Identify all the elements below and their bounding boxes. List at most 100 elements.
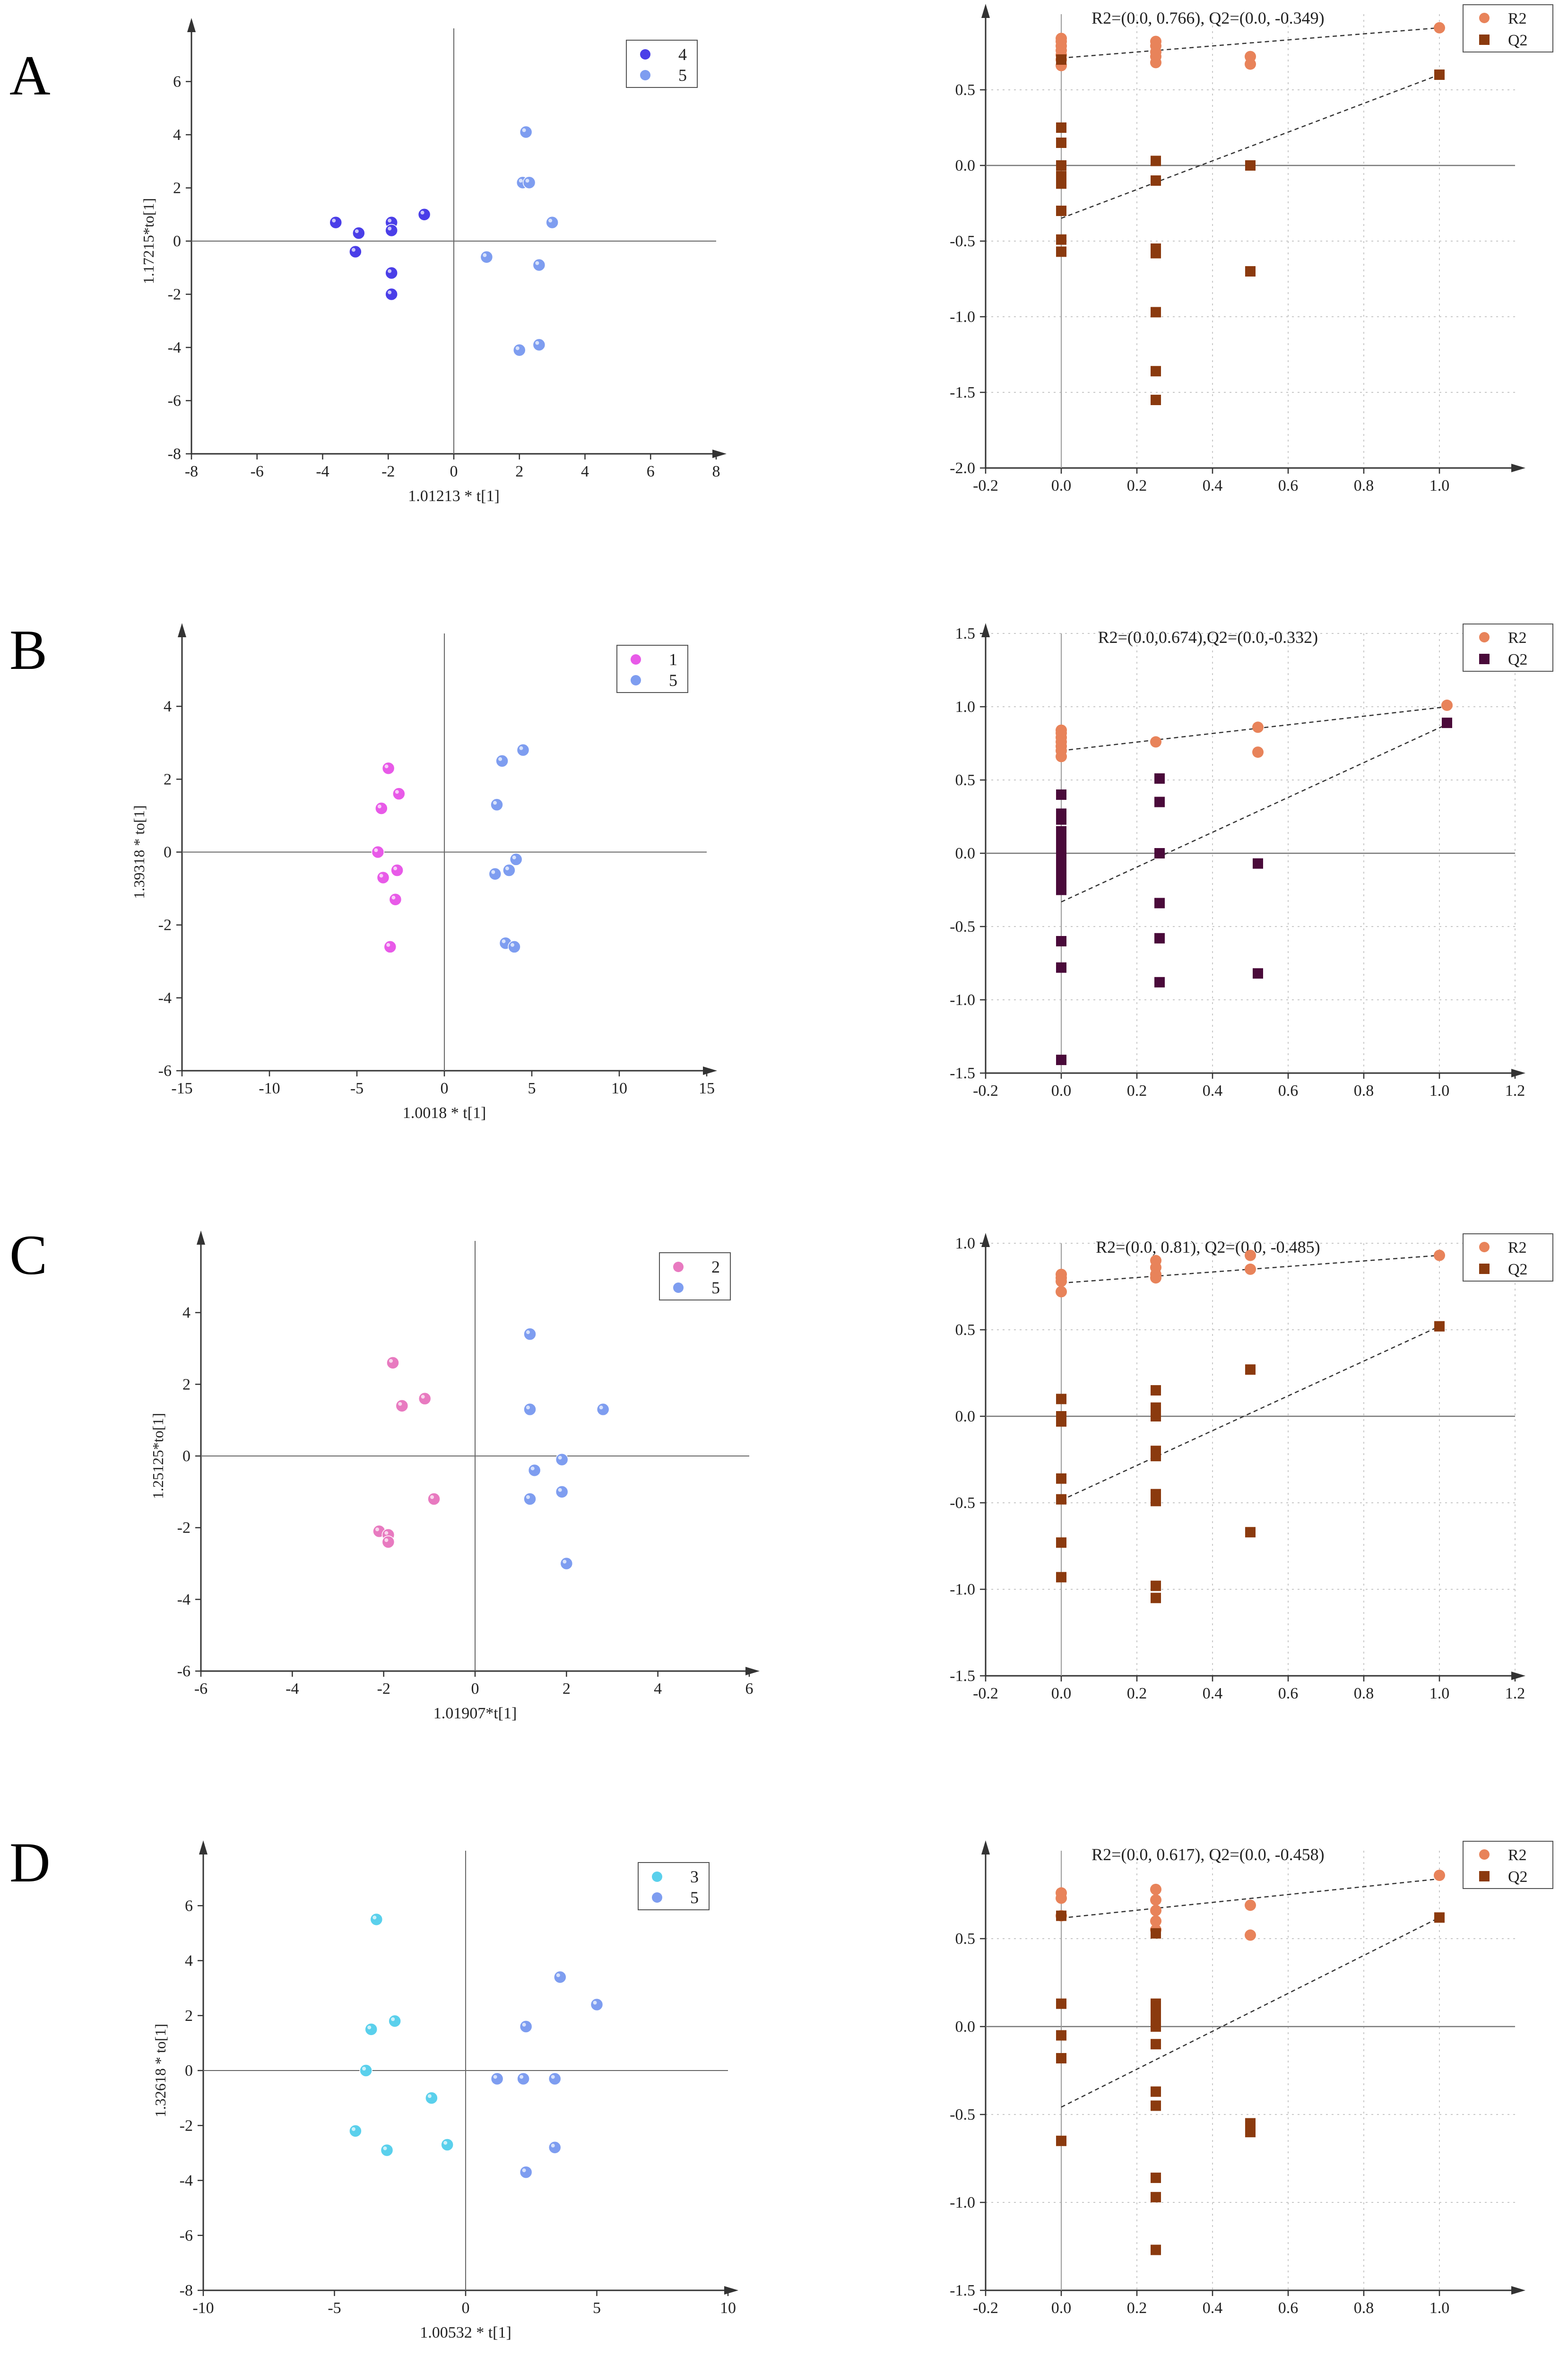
- legend-marker: [652, 1872, 662, 1882]
- x-tick-label: 0.0: [1051, 1082, 1072, 1100]
- score-point-group-1: [392, 787, 406, 800]
- legend-marker: [640, 49, 650, 60]
- x-tick-label: 0.6: [1278, 477, 1299, 494]
- point-q2: [1151, 307, 1161, 318]
- legend-label: 5: [678, 66, 687, 85]
- point-q2: [1056, 2030, 1066, 2041]
- permutation-plot-a: -0.2 0.0 0.2 0.4 0.6 0.8 1.0 -2.0 -1.5 -1.0 -0.5 0.…: [950, 4, 1553, 494]
- point-r2: [1252, 721, 1264, 733]
- point-q2: [1154, 797, 1165, 807]
- x-tick-label: 0.4: [1203, 477, 1223, 494]
- legend-box: [626, 40, 698, 88]
- y-tick-label: 0: [173, 233, 181, 250]
- point-r2: [1434, 1870, 1445, 1881]
- score-point-group-5: [519, 2020, 533, 2033]
- point-r2: [1056, 1892, 1067, 1904]
- x-tick-label: -4: [316, 463, 329, 480]
- y-axis-arrow: [187, 18, 196, 32]
- x-tick-label: 0.6: [1278, 1685, 1299, 1702]
- x-tick-label: 0: [462, 2299, 470, 2317]
- score-point-highlight: [332, 218, 336, 223]
- y-tick-label: 0.0: [955, 2018, 976, 2036]
- x-tick-label: 6: [745, 1680, 754, 1698]
- point-q2: [1245, 1527, 1256, 1538]
- score-point-highlight: [522, 2023, 526, 2027]
- y-tick-label: 0.5: [955, 1321, 976, 1339]
- regression-line-q2: [1061, 1326, 1440, 1501]
- point-q2: [1056, 1473, 1066, 1484]
- point-q2: [1151, 2086, 1161, 2097]
- y-tick-label: -2.0: [950, 459, 975, 477]
- charts-layer: -8 -6 -4 -2 0 2 4 6 8 -8 -6 -4 -2 0 2 4 6 1.01213 * t[1] 1…: [130, 4, 1553, 2341]
- y-axis-title: 1.17215*to[1]: [140, 198, 157, 284]
- score-point-group-3: [380, 2143, 394, 2157]
- score-point-group-5: [555, 1485, 569, 1499]
- score-point-highlight: [558, 1456, 562, 1460]
- point-r2: [1150, 1905, 1161, 1916]
- y-tick-label: -1.0: [950, 991, 975, 1009]
- score-point-group-1: [381, 762, 395, 775]
- x-tick-label: 0.8: [1354, 1082, 1374, 1100]
- point-q2: [1151, 156, 1161, 166]
- y-tick-label: -1.0: [950, 308, 975, 326]
- legend-label: R2: [1508, 1846, 1527, 1864]
- score-point-highlight: [593, 2001, 597, 2005]
- point-q2: [1434, 1321, 1445, 1332]
- score-point-group-5: [548, 2141, 562, 2154]
- point-q2: [1151, 248, 1161, 259]
- y-tick-label: -1.5: [950, 1065, 975, 1082]
- legend-label: 4: [678, 45, 687, 64]
- x-tick-label: 10: [720, 2299, 736, 2317]
- score-point-highlight: [548, 218, 553, 223]
- legend-label: 2: [711, 1257, 720, 1276]
- permutation-plot-b: -0.2 0.0 0.2 0.4 0.6 0.8 1.0 1.2 -1.5 -1.0 -0.5 0.0…: [950, 623, 1553, 1100]
- point-q2: [1434, 69, 1445, 80]
- point-q2: [1151, 366, 1161, 377]
- score-point-highlight: [374, 848, 378, 852]
- legend-marker: [673, 1262, 684, 1272]
- score-point-group-5: [555, 1453, 569, 1466]
- y-tick-label: 4: [182, 1304, 191, 1322]
- point-r2: [1056, 1286, 1067, 1298]
- legend-marker: [1479, 654, 1490, 664]
- score-point-highlight: [526, 1405, 530, 1410]
- x-tick-label: 1.0: [1429, 2299, 1450, 2317]
- y-tick-label: -0.5: [950, 2106, 975, 2123]
- x-tick-label: 0.4: [1203, 1685, 1223, 1702]
- score-point-highlight: [493, 2075, 497, 2079]
- x-tick-label: 1.0: [1429, 477, 1450, 494]
- legend-label: R2: [1508, 10, 1527, 27]
- legend-marker: [1479, 632, 1490, 642]
- score-point-highlight: [388, 218, 392, 223]
- point-q2: [1056, 234, 1066, 245]
- y-tick-label: -1.0: [950, 2194, 975, 2211]
- score-point-group-5: [528, 1464, 541, 1477]
- score-point-highlight: [530, 1466, 535, 1471]
- score-point-highlight: [375, 1527, 379, 1532]
- point-q2: [1245, 1364, 1256, 1375]
- score-point-highlight: [519, 179, 523, 183]
- point-r2: [1150, 1272, 1161, 1284]
- y-tick-label: -8: [168, 445, 181, 463]
- score-point-group-4: [385, 266, 398, 280]
- point-q2: [1056, 1494, 1066, 1505]
- score-point-highlight: [420, 210, 424, 215]
- y-tick-label: -0.5: [950, 918, 975, 936]
- score-plot-a: -8 -6 -4 -2 0 2 4 6 8 -8 -6 -4 -2 0 2 4 6 1.01213 * t[1] 1…: [140, 18, 727, 505]
- point-q2: [1056, 936, 1066, 946]
- point-q2: [1154, 933, 1165, 944]
- point-q2: [1151, 2039, 1161, 2050]
- legend-label: 5: [690, 1888, 699, 1907]
- score-point-group-5: [502, 864, 516, 877]
- point-q2: [1151, 175, 1161, 186]
- legend-box: [1463, 1233, 1553, 1282]
- x-tick-label: 0: [441, 1080, 449, 1097]
- score-point-highlight: [563, 1560, 567, 1564]
- score-point-group-5: [523, 1492, 537, 1506]
- y-tick-label: -8: [180, 2282, 193, 2299]
- x-tick-label: 1.2: [1505, 1082, 1525, 1100]
- permutation-plot-c: -0.2 0.0 0.2 0.4 0.6 0.8 1.0 1.2 -1.5 -1.0 -0.5 0.0…: [950, 1233, 1553, 1702]
- point-q2: [1151, 1928, 1161, 1939]
- regression-line-r2: [1061, 1878, 1440, 1919]
- score-point-group-1: [383, 940, 397, 953]
